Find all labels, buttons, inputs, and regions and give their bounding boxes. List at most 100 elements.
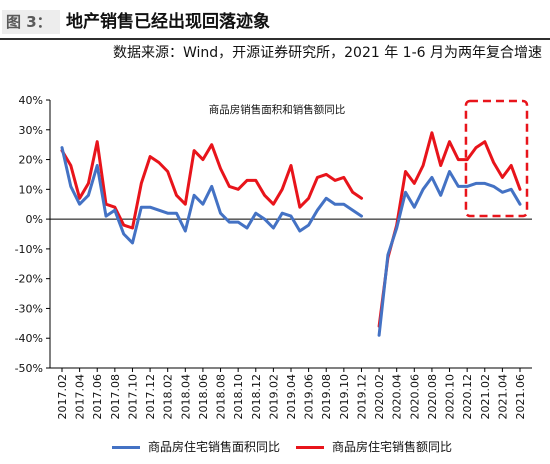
x-tick-label: 2019.10 — [338, 374, 351, 420]
x-tick-label: 2017.04 — [74, 374, 87, 420]
data-point — [316, 209, 319, 212]
data-point — [113, 206, 117, 209]
data-point — [430, 176, 434, 179]
data-point — [333, 179, 337, 182]
data-point — [148, 206, 152, 209]
data-point — [325, 173, 328, 176]
data-point — [518, 188, 522, 191]
x-tick-label: 2021.06 — [514, 374, 527, 420]
data-point — [413, 206, 416, 209]
title-divider — [0, 38, 550, 40]
y-tick-label: -50% — [15, 362, 43, 375]
data-point — [510, 188, 513, 191]
data-point — [157, 161, 161, 164]
data-point — [192, 194, 196, 197]
data-point — [466, 185, 469, 188]
y-tick-label: 10% — [19, 183, 43, 196]
chart-legend: 商品房住宅销售面积同比 商品房住宅销售额同比 — [0, 436, 550, 458]
data-point — [96, 164, 99, 167]
data-point — [175, 194, 178, 197]
data-point — [175, 212, 178, 215]
legend-label-amount: 商品房住宅销售额同比 — [332, 440, 453, 454]
data-point — [263, 217, 266, 221]
series-amount — [60, 131, 522, 328]
data-point — [131, 226, 134, 230]
highlight-layer — [464, 99, 529, 218]
data-point — [448, 170, 451, 173]
y-tick-label: 20% — [19, 154, 43, 167]
y-tick-label: 40% — [19, 94, 43, 107]
x-tick-label: 2019.12 — [355, 374, 368, 420]
legend-swatch-amount — [296, 445, 324, 449]
data-point — [289, 214, 293, 218]
data-point — [333, 203, 337, 206]
legend-item-area: 商品房住宅销售面积同比 — [112, 436, 280, 458]
data-point — [245, 179, 249, 182]
data-point — [228, 185, 231, 188]
data-point — [148, 155, 152, 158]
x-tick-label: 2017.06 — [91, 374, 104, 420]
x-tick-label: 2020.04 — [391, 374, 404, 420]
x-tick-label: 2020.10 — [444, 374, 457, 420]
data-point — [78, 203, 81, 206]
data-point — [201, 158, 205, 161]
data-point — [466, 158, 469, 161]
data-point — [69, 185, 73, 188]
figure-header: 图 3： 地产销售已经出现回落迹象 — [0, 0, 550, 42]
legend-label-area: 商品房住宅销售面积同比 — [148, 440, 281, 454]
data-point — [351, 209, 354, 212]
x-tick-label: 2018.02 — [162, 374, 175, 420]
data-point — [483, 182, 486, 185]
y-tick-label: -10% — [15, 243, 43, 256]
data-point — [140, 206, 143, 209]
data-point — [87, 194, 90, 197]
data-point — [157, 209, 161, 212]
x-tick-label: 2017.02 — [56, 374, 69, 420]
data-point — [289, 164, 293, 167]
data-point — [131, 241, 134, 245]
data-point — [219, 167, 222, 170]
data-point — [439, 164, 442, 167]
y-tick-label: -20% — [15, 273, 43, 286]
data-point — [413, 182, 416, 185]
x-tick-label: 2020.12 — [461, 374, 474, 420]
x-tick-label: 2020.06 — [408, 374, 421, 420]
x-tick-label: 2017.10 — [126, 374, 139, 420]
x-tick-label: 2017.08 — [109, 374, 122, 420]
data-point — [245, 226, 249, 230]
data-point — [501, 176, 504, 179]
data-point — [298, 206, 301, 209]
data-point — [307, 197, 310, 200]
x-tick-label: 2019.06 — [303, 374, 316, 420]
data-point — [351, 191, 354, 194]
x-tick-label: 2020.02 — [373, 374, 386, 420]
data-point — [87, 182, 90, 185]
series-line — [377, 131, 522, 328]
data-point — [78, 197, 81, 200]
data-point — [96, 140, 99, 143]
x-tick-label: 2017.12 — [144, 374, 157, 420]
data-point — [113, 209, 117, 212]
data-point — [360, 214, 363, 218]
x-tick-label: 2018.04 — [179, 374, 192, 420]
series-line — [60, 146, 363, 245]
y-tick-label: 0% — [26, 213, 43, 226]
data-point — [421, 164, 425, 167]
x-axis: 2017.02 2017.04 2017.06 2017.08 2017.10 2017.… — [50, 218, 532, 420]
x-tick-label: 2019.08 — [320, 374, 333, 420]
data-point — [439, 194, 442, 197]
data-point — [140, 182, 143, 185]
data-point — [166, 212, 169, 215]
x-tick-label: 2018.06 — [197, 374, 210, 420]
data-point — [492, 161, 495, 164]
x-tick-label: 2018.08 — [215, 374, 228, 420]
data-point — [395, 226, 398, 230]
x-tick-label: 2019.02 — [267, 374, 280, 420]
data-point — [483, 140, 486, 143]
data-point — [60, 146, 64, 149]
x-tick-label: 2019.04 — [285, 374, 298, 420]
data-point — [342, 176, 345, 179]
data-point — [501, 191, 504, 194]
data-point — [386, 253, 390, 256]
data-point — [474, 182, 478, 185]
